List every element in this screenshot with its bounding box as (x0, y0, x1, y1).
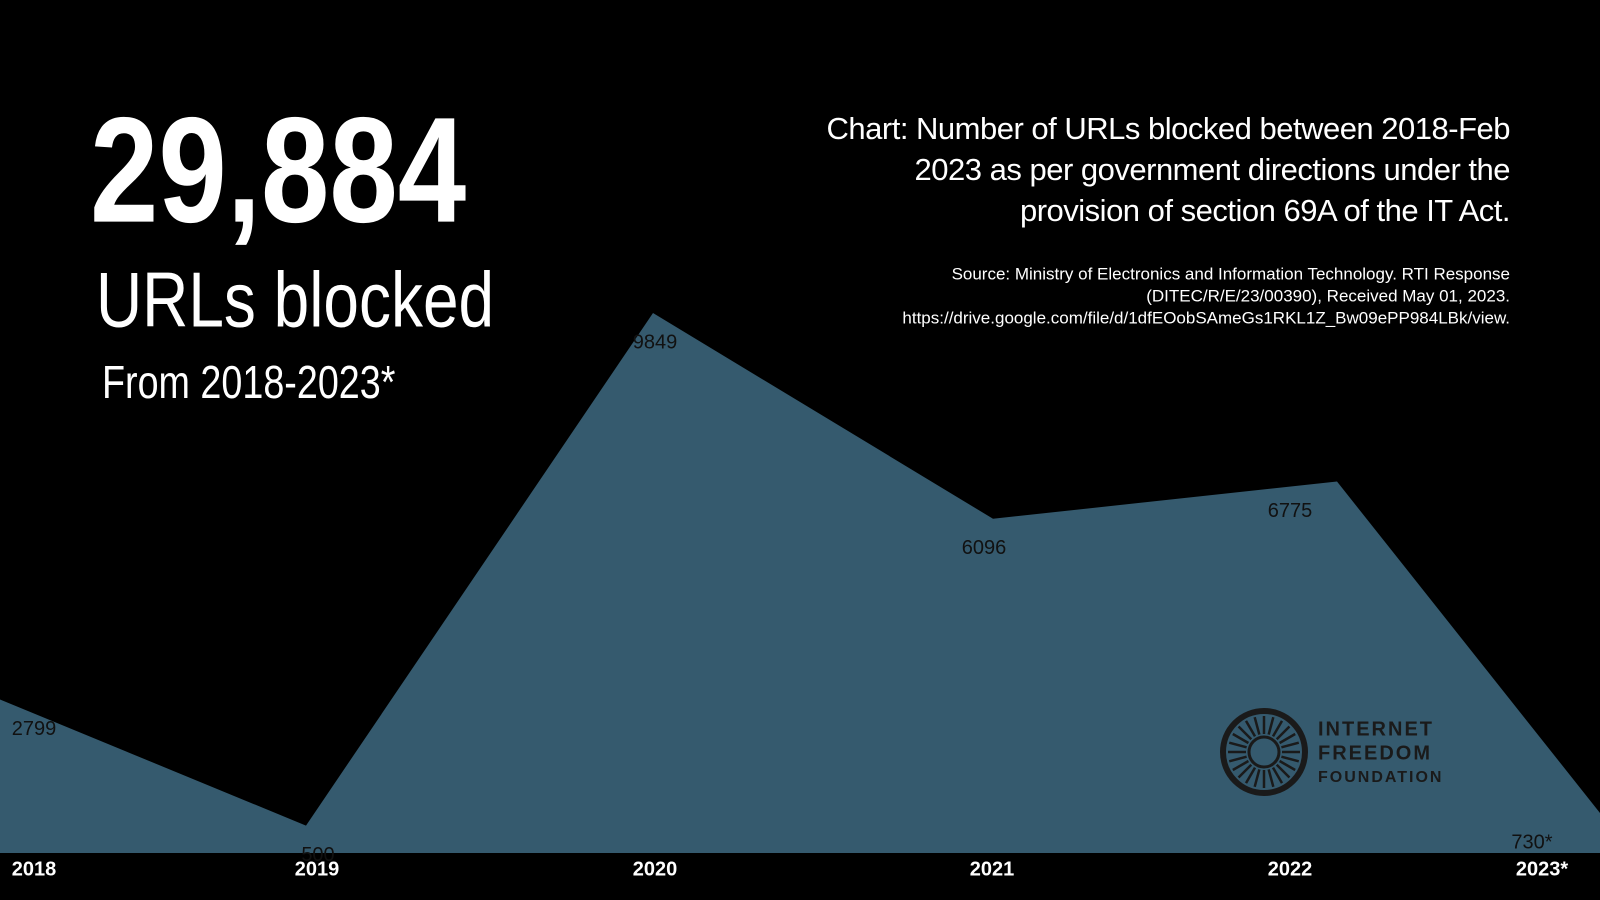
data-label: 2799 (12, 718, 57, 740)
headline-label: URLs blocked (96, 257, 494, 344)
logo-spoke (1237, 725, 1253, 741)
logo-spoke (1275, 725, 1291, 741)
x-tick-label: 2023* (1516, 858, 1568, 880)
headline-period: From 2018-2023* (102, 357, 395, 408)
logo-spoke (1244, 720, 1257, 738)
source: Source: Ministry of Electronics and Info… (902, 264, 1510, 327)
logo-spoke (1253, 769, 1261, 788)
headline-number: 29,884 (90, 87, 466, 254)
x-tick-label: 2021 (970, 858, 1015, 880)
data-label: 730* (1511, 831, 1552, 853)
logo-spoke (1267, 716, 1275, 735)
data-label: 9849 (633, 331, 678, 353)
logo-spoke (1237, 763, 1253, 779)
logo-spoke (1275, 763, 1291, 779)
logo-spoke (1271, 766, 1284, 784)
x-tick-label: 2019 (295, 858, 340, 880)
source-line: (DITEC/R/E/23/00390), Received May 01, 2… (1146, 286, 1510, 305)
logo-text: INTERNET (1318, 718, 1434, 740)
logo-spoke (1271, 720, 1284, 738)
logo-spoke (1228, 755, 1247, 763)
x-tick-label: 2020 (633, 858, 678, 880)
data-label: 6096 (962, 537, 1007, 559)
axis-strip (0, 853, 1600, 900)
logo-text: FREEDOM (1318, 742, 1432, 764)
x-tick-label: 2022 (1268, 858, 1313, 880)
logo-globe (1247, 735, 1281, 769)
logo-spoke (1278, 759, 1296, 772)
logo-text: FOUNDATION (1318, 769, 1443, 786)
logo-spoke (1278, 732, 1296, 745)
x-tick-label: 2018 (12, 858, 57, 880)
logo-spoke (1281, 755, 1300, 763)
logo-spoke (1232, 759, 1250, 772)
source-line: https://drive.google.com/file/d/1dfEOobS… (902, 308, 1510, 327)
description: Chart: Number of URLs blocked between 20… (826, 111, 1510, 228)
area (0, 313, 1600, 853)
data-label: 500 (301, 844, 334, 866)
logo-spoke (1232, 732, 1250, 745)
data-label: 6775 (1268, 500, 1313, 522)
logo-spoke (1253, 716, 1261, 735)
logo-ring (1220, 708, 1308, 796)
logo-spoke (1228, 741, 1247, 749)
logo-spoke (1244, 766, 1257, 784)
logo-spoke (1267, 769, 1275, 788)
description-box: Chart: Number of URLs blocked between 20… (826, 111, 1510, 228)
source-line: Source: Ministry of Electronics and Info… (952, 264, 1510, 283)
logo-spoke (1281, 741, 1300, 749)
